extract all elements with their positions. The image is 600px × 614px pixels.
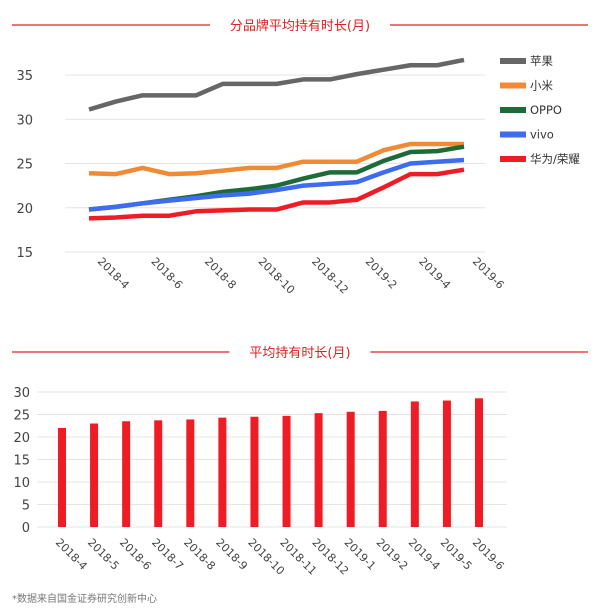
series-line-小米 xyxy=(88,141,464,177)
bar-2018-7 xyxy=(154,420,163,527)
legend-swatch xyxy=(500,107,526,113)
bar-2019-4 xyxy=(410,401,419,527)
x-tick-label: 2019-2 xyxy=(363,255,400,292)
x-tick-label: 2019-2 xyxy=(374,536,411,573)
x-tick-label: 2018-5 xyxy=(85,536,122,573)
x-tick-label: 2019-6 xyxy=(470,255,507,292)
bar-chart-title: 平均持有时长(月) xyxy=(249,346,350,361)
y-tick-label: 10 xyxy=(13,476,30,491)
x-tick-label: 2019-5 xyxy=(438,536,475,573)
legend-swatch xyxy=(500,82,526,89)
y-tick-label: 35 xyxy=(16,69,33,84)
x-tick-label: 2018-7 xyxy=(149,536,186,573)
bar-2018-9 xyxy=(218,417,227,527)
legend-label: vivo xyxy=(530,128,554,142)
legend-swatch xyxy=(500,131,526,138)
y-tick-label: 25 xyxy=(16,158,33,173)
x-tick-label: 2019-4 xyxy=(416,255,453,292)
x-tick-label: 2019-6 xyxy=(470,536,507,573)
bar-2018-4 xyxy=(58,428,66,527)
bar-2019-2 xyxy=(378,410,387,527)
legend-swatch xyxy=(500,156,526,162)
x-tick-label: 2018-6 xyxy=(117,536,154,573)
x-tick-label: 2018-12 xyxy=(309,255,351,297)
legend-label: 小米 xyxy=(530,79,553,93)
legend-label: 华为/荣耀 xyxy=(530,152,580,166)
y-tick-label: 20 xyxy=(16,202,33,217)
x-tick-label: 2018-10 xyxy=(256,255,298,297)
bar-2018-11 xyxy=(282,415,291,527)
bar-2018-8 xyxy=(186,419,195,527)
bar-2019-1 xyxy=(346,411,355,527)
y-tick-label: 15 xyxy=(13,454,30,469)
legend-swatch xyxy=(500,58,526,64)
x-tick-label: 2018-6 xyxy=(148,255,185,292)
y-tick-label: 25 xyxy=(13,409,30,424)
y-tick-label: 20 xyxy=(13,431,30,446)
series-line-华为/荣耀 xyxy=(88,167,465,221)
bar-2018-10 xyxy=(250,416,259,527)
bar-2018-5 xyxy=(90,423,99,527)
x-tick-label: 2018-8 xyxy=(202,255,239,292)
y-tick-label: 0 xyxy=(22,521,30,536)
line-chart-title: 分品牌平均持有时长(月) xyxy=(230,18,370,34)
y-tick-label: 30 xyxy=(16,113,33,128)
footnote: *数据来自国金证券研究创新中心 xyxy=(12,594,157,605)
bar-2019-6 xyxy=(475,398,483,527)
legend-label: 苹果 xyxy=(530,54,553,68)
x-tick-label: 2018-4 xyxy=(53,536,90,573)
y-tick-label: 5 xyxy=(22,499,30,514)
y-tick-label: 30 xyxy=(13,386,30,401)
bar-2019-5 xyxy=(442,400,451,527)
legend-label: OPPO xyxy=(530,103,562,117)
bar-2018-12 xyxy=(314,413,323,527)
bar-2018-6 xyxy=(122,421,131,527)
y-tick-label: 15 xyxy=(16,246,33,261)
x-tick-label: 2019-4 xyxy=(406,536,443,573)
x-tick-label: 2018-8 xyxy=(181,536,218,573)
x-tick-label: 2018-4 xyxy=(95,255,132,292)
series-line-OPPO xyxy=(88,144,465,212)
series-line-苹果 xyxy=(88,57,465,112)
x-tick-label: 2018-9 xyxy=(213,536,250,573)
